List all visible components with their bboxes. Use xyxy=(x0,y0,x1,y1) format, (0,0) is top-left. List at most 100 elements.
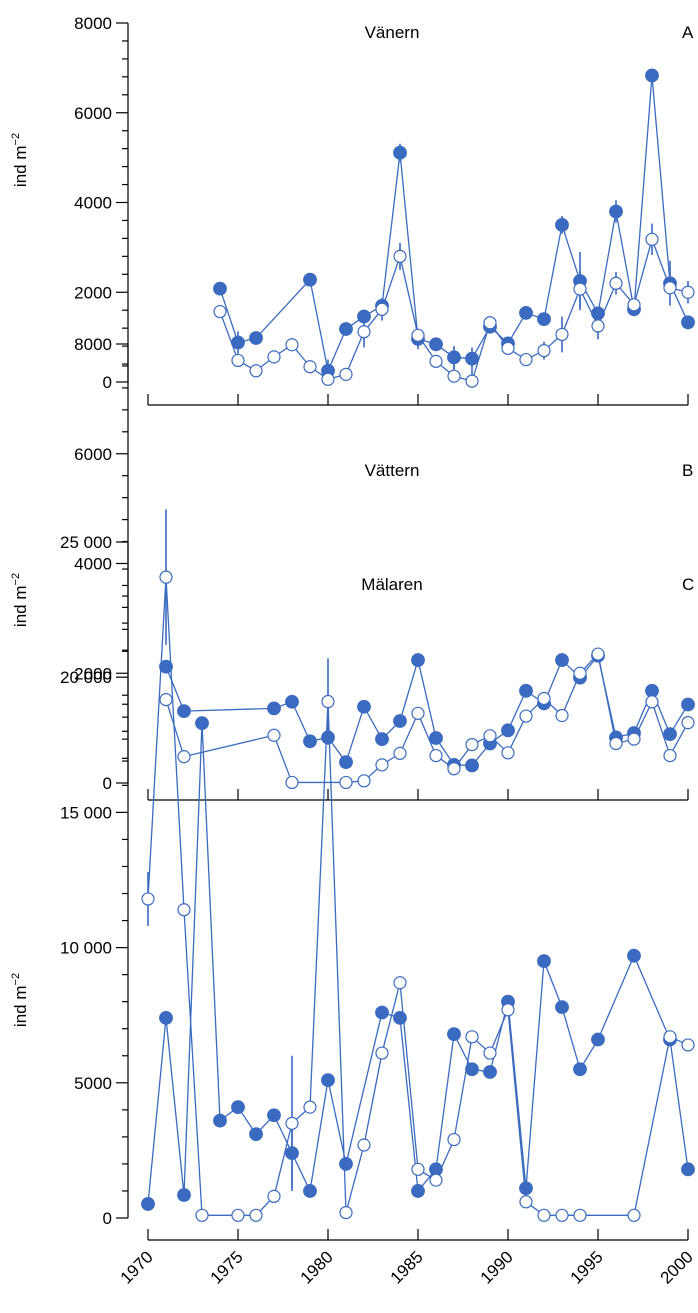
y-tick-label: 4000 xyxy=(74,194,112,213)
data-point-open xyxy=(303,360,317,374)
data-point-filled xyxy=(303,1184,317,1198)
data-point-open xyxy=(429,354,443,368)
panel-a: 0 2000 4000 6000 8000 ind m−2 Vänern A xyxy=(10,14,695,406)
data-point-open xyxy=(285,775,299,790)
series-line-open xyxy=(147,577,689,1216)
data-point-open xyxy=(465,737,479,752)
x-tick-label: 2000 xyxy=(657,1247,697,1287)
data-point-open xyxy=(159,570,173,584)
data-point-open xyxy=(393,976,407,990)
y-tick-label: 0 xyxy=(103,1209,112,1228)
y-tick-label: 0 xyxy=(103,373,112,392)
y-tick-label: 4000 xyxy=(74,555,112,574)
panel-b: 0 2000 4000 6000 8000 ind m−2 Vättern B xyxy=(10,335,695,801)
data-point-filled xyxy=(159,1011,173,1025)
data-point-filled xyxy=(681,1162,695,1177)
y-axis-label: ind m−2 xyxy=(10,973,30,1027)
data-point-filled xyxy=(555,218,569,232)
series-line-filled xyxy=(147,723,689,1205)
panel-c: 0 5000 10 000 15 000 20 000 25 000 ind m−2 Mäla… xyxy=(10,509,695,1241)
data-point-open xyxy=(573,666,587,680)
data-point-open xyxy=(141,892,155,906)
y-axis-label: ind m−2 xyxy=(10,133,30,187)
data-point-filled xyxy=(429,337,443,352)
data-point-open xyxy=(681,1038,695,1052)
data-point-filled xyxy=(213,1113,227,1128)
panel-title: Vänern xyxy=(365,23,420,42)
data-point-open xyxy=(213,304,227,319)
data-point-open xyxy=(411,706,425,720)
data-point-filled xyxy=(645,68,659,83)
y-tick-label: 25 000 xyxy=(60,533,112,552)
data-point-filled xyxy=(375,1005,389,1020)
data-point-filled xyxy=(267,701,281,716)
panel-letter: A xyxy=(682,23,694,42)
data-point-filled xyxy=(555,1000,569,1014)
series-line-filled xyxy=(219,75,689,373)
data-point-open xyxy=(339,1205,353,1220)
data-point-filled xyxy=(285,694,299,709)
data-point-open xyxy=(411,328,425,342)
panel-title: Mälaren xyxy=(361,575,422,594)
data-point-open xyxy=(591,647,605,661)
data-point-open xyxy=(429,748,443,763)
x-tick-label: 1990 xyxy=(477,1247,517,1287)
data-point-open xyxy=(249,364,263,378)
data-point-filled xyxy=(501,723,515,738)
data-point-open xyxy=(285,338,299,352)
data-point-filled xyxy=(303,272,317,287)
data-point-open xyxy=(177,750,191,764)
data-point-open xyxy=(555,327,569,342)
data-point-open xyxy=(555,708,569,723)
data-point-open xyxy=(537,691,551,706)
data-point-open xyxy=(339,775,353,790)
data-point-open xyxy=(501,341,515,355)
data-point-filled xyxy=(267,1108,281,1123)
data-point-open xyxy=(375,758,389,772)
y-tick-label: 8000 xyxy=(74,335,112,354)
data-point-open xyxy=(357,774,371,788)
data-point-filled xyxy=(663,727,677,742)
data-point-open xyxy=(447,369,461,383)
data-point-open xyxy=(519,709,533,723)
y-tick-label: 10 000 xyxy=(60,939,112,958)
data-point-filled xyxy=(681,697,695,712)
data-point-filled xyxy=(339,755,353,770)
data-point-filled xyxy=(249,1127,263,1142)
data-point-filled xyxy=(393,714,407,728)
data-point-open xyxy=(267,350,281,364)
data-point-filled xyxy=(159,659,173,674)
data-point-open xyxy=(573,282,587,296)
data-point-filled xyxy=(213,281,227,296)
x-tick-label: 1975 xyxy=(207,1247,247,1287)
data-point-filled xyxy=(375,732,389,746)
data-point-filled xyxy=(627,948,641,963)
data-point-open xyxy=(393,746,407,760)
data-point-open xyxy=(411,1162,425,1176)
data-point-open xyxy=(447,1132,461,1147)
data-point-open xyxy=(483,729,497,743)
y-tick-label: 8000 xyxy=(74,14,112,33)
data-point-filled xyxy=(465,351,479,366)
data-point-open xyxy=(645,695,659,709)
data-point-open xyxy=(375,302,389,316)
data-point-open xyxy=(357,325,371,339)
x-tick-label: 1995 xyxy=(567,1247,607,1287)
data-point-open xyxy=(483,1046,497,1060)
y-tick-label: 0 xyxy=(103,774,112,793)
data-point-open xyxy=(321,372,335,386)
data-point-filled xyxy=(195,716,209,731)
data-point-open xyxy=(537,343,551,358)
data-point-open xyxy=(681,285,695,299)
data-point-filled xyxy=(609,204,623,219)
data-point-filled xyxy=(339,322,353,336)
data-point-filled xyxy=(447,350,461,365)
data-point-filled xyxy=(231,1100,245,1115)
data-point-filled xyxy=(339,1157,353,1171)
data-point-filled xyxy=(249,331,263,345)
data-point-open xyxy=(231,353,245,368)
data-point-filled xyxy=(303,734,317,749)
data-point-open xyxy=(663,748,677,763)
data-point-open xyxy=(231,1208,245,1222)
